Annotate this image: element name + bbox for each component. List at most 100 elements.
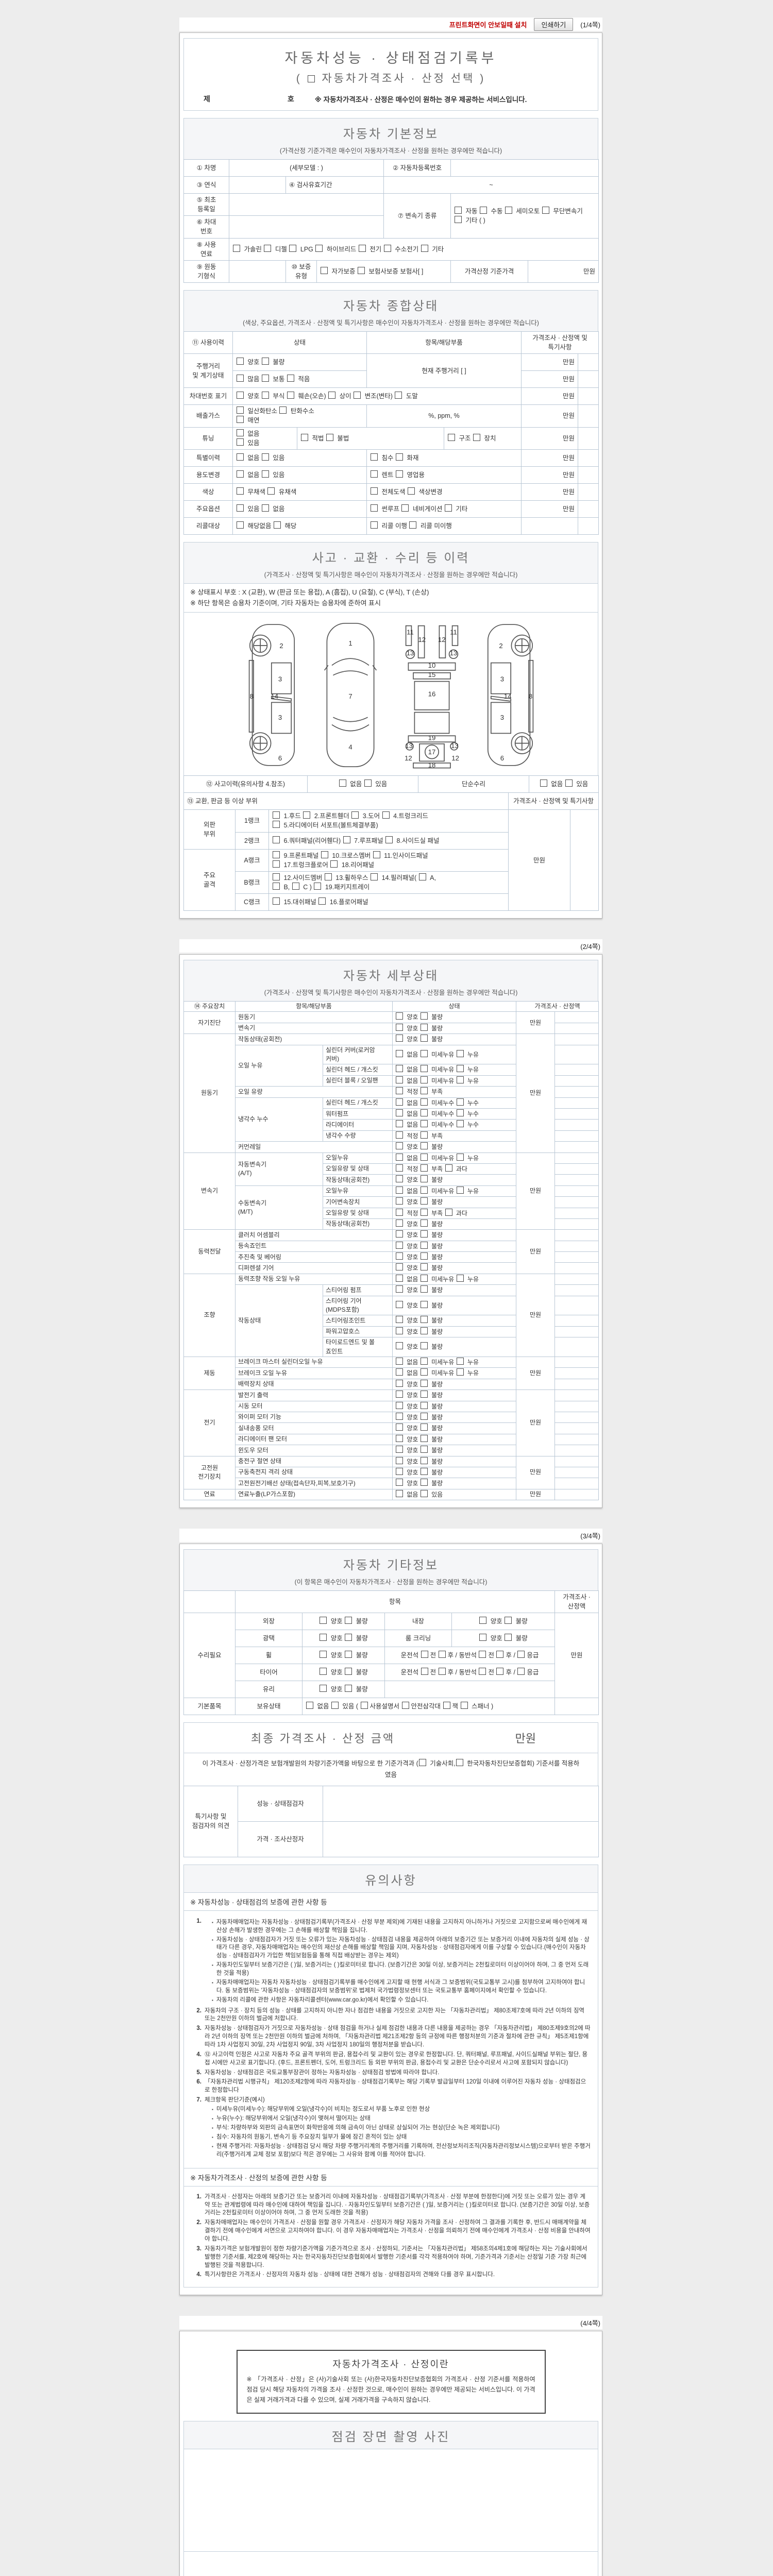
checkbox[interactable] bbox=[456, 1357, 464, 1365]
checkbox[interactable] bbox=[420, 1357, 428, 1365]
input-cell[interactable] bbox=[554, 1163, 599, 1175]
input-cell[interactable] bbox=[570, 809, 599, 911]
checkbox[interactable] bbox=[261, 453, 269, 461]
checkbox[interactable] bbox=[421, 1651, 428, 1658]
checkbox[interactable] bbox=[371, 504, 378, 512]
input-cell[interactable] bbox=[554, 1378, 599, 1391]
checkbox[interactable] bbox=[420, 1379, 428, 1387]
input-cell[interactable] bbox=[554, 1337, 599, 1357]
checkbox[interactable] bbox=[396, 1012, 404, 1020]
checkbox[interactable] bbox=[420, 1446, 428, 1453]
input-cell[interactable] bbox=[554, 1064, 599, 1076]
input-cell[interactable] bbox=[578, 517, 599, 535]
checkbox[interactable] bbox=[421, 1668, 428, 1675]
checkbox[interactable] bbox=[395, 392, 402, 399]
checkbox[interactable] bbox=[396, 1049, 404, 1057]
checkbox[interactable] bbox=[396, 1175, 404, 1183]
input-cell[interactable] bbox=[554, 1022, 599, 1035]
checkbox[interactable] bbox=[420, 1186, 428, 1194]
checkbox[interactable] bbox=[328, 392, 336, 399]
checkbox[interactable] bbox=[318, 897, 326, 905]
checkbox[interactable] bbox=[237, 453, 244, 461]
checkbox[interactable] bbox=[420, 1197, 428, 1205]
checkbox[interactable] bbox=[420, 1316, 428, 1324]
checkbox[interactable] bbox=[264, 244, 272, 252]
checkbox[interactable] bbox=[237, 487, 244, 495]
checkbox[interactable] bbox=[496, 1651, 504, 1658]
checkbox[interactable] bbox=[320, 1617, 327, 1624]
car-left-side-diagram[interactable]: 2 3 8 14 3 6 bbox=[244, 621, 300, 769]
input-cell[interactable] bbox=[554, 1240, 599, 1252]
print-button[interactable]: 인쇄하기 bbox=[534, 18, 574, 31]
checkbox[interactable] bbox=[396, 1241, 404, 1249]
checkbox[interactable] bbox=[505, 1617, 512, 1624]
checkbox[interactable] bbox=[303, 811, 311, 819]
checkbox[interactable] bbox=[455, 215, 462, 223]
checkbox[interactable] bbox=[456, 1098, 464, 1106]
checkbox[interactable] bbox=[396, 1489, 404, 1497]
checkbox[interactable] bbox=[479, 1617, 487, 1624]
input-cell[interactable] bbox=[554, 1086, 599, 1098]
input-cell[interactable] bbox=[554, 1174, 599, 1186]
checkbox[interactable] bbox=[420, 1434, 428, 1442]
input-cell[interactable] bbox=[554, 1130, 599, 1142]
checkbox[interactable] bbox=[396, 1098, 404, 1106]
checkbox[interactable] bbox=[420, 1065, 428, 1073]
checkbox[interactable] bbox=[420, 1230, 428, 1238]
input-cell[interactable] bbox=[229, 176, 286, 194]
checkbox[interactable] bbox=[401, 504, 409, 512]
checkbox[interactable] bbox=[396, 1285, 404, 1293]
checkbox[interactable] bbox=[371, 521, 378, 529]
checkbox[interactable] bbox=[287, 375, 294, 382]
checkbox[interactable] bbox=[395, 453, 403, 461]
checkbox[interactable] bbox=[396, 1401, 404, 1409]
input-cell[interactable] bbox=[554, 1119, 599, 1131]
checkbox[interactable] bbox=[315, 244, 323, 252]
checkbox[interactable] bbox=[438, 1651, 446, 1658]
input-cell[interactable] bbox=[554, 1367, 599, 1379]
checkbox[interactable] bbox=[396, 1456, 404, 1464]
checkbox[interactable] bbox=[479, 206, 487, 214]
checkbox[interactable] bbox=[396, 1252, 404, 1260]
checkbox[interactable] bbox=[396, 1109, 404, 1116]
car-top-diagram[interactable]: 1 7 4 bbox=[320, 621, 381, 769]
checkbox[interactable] bbox=[456, 1109, 464, 1116]
checkbox[interactable] bbox=[261, 392, 269, 399]
checkbox[interactable] bbox=[420, 1489, 428, 1497]
checkbox[interactable] bbox=[339, 779, 346, 787]
checkbox[interactable] bbox=[420, 1219, 428, 1227]
checkbox[interactable] bbox=[360, 1702, 368, 1709]
input-cell[interactable] bbox=[578, 483, 599, 501]
checkbox[interactable] bbox=[396, 1065, 404, 1073]
checkbox[interactable] bbox=[320, 1651, 327, 1658]
checkbox[interactable] bbox=[420, 1120, 428, 1128]
checkbox[interactable] bbox=[307, 75, 315, 82]
checkbox[interactable] bbox=[292, 882, 299, 890]
checkbox[interactable] bbox=[456, 1186, 464, 1194]
input-cell[interactable] bbox=[554, 1445, 599, 1456]
checkbox[interactable] bbox=[273, 836, 280, 843]
input-cell[interactable] bbox=[554, 1152, 599, 1164]
checkbox[interactable] bbox=[237, 392, 244, 399]
input-cell[interactable] bbox=[554, 1229, 599, 1241]
checkbox[interactable] bbox=[396, 1076, 404, 1083]
checkbox[interactable] bbox=[420, 1142, 428, 1150]
checkbox[interactable] bbox=[371, 873, 378, 880]
input-cell[interactable] bbox=[554, 1273, 599, 1285]
checkbox[interactable] bbox=[445, 1164, 452, 1172]
checkbox[interactable] bbox=[237, 504, 244, 512]
checkbox[interactable] bbox=[456, 1368, 464, 1376]
checkbox[interactable] bbox=[421, 244, 428, 252]
input-cell[interactable] bbox=[554, 1262, 599, 1274]
checkbox[interactable] bbox=[371, 487, 378, 495]
input-cell[interactable] bbox=[554, 1011, 599, 1023]
checkbox[interactable] bbox=[396, 1368, 404, 1376]
checkbox[interactable] bbox=[396, 1479, 404, 1486]
checkbox[interactable] bbox=[287, 392, 294, 399]
input-cell[interactable] bbox=[554, 1698, 599, 1716]
input-cell[interactable] bbox=[578, 500, 599, 518]
input-cell[interactable] bbox=[554, 1207, 599, 1219]
checkbox[interactable] bbox=[418, 1759, 426, 1767]
input-cell[interactable] bbox=[554, 1141, 599, 1153]
input-cell[interactable] bbox=[228, 193, 384, 216]
